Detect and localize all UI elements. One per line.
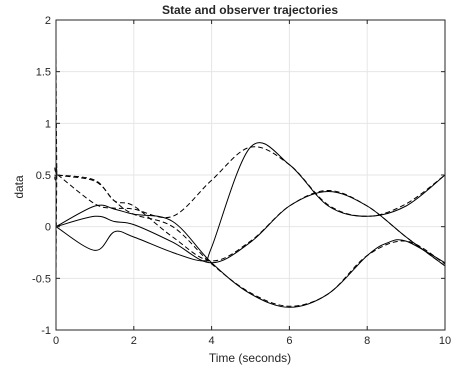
series-line-1 <box>55 204 446 308</box>
x-tick-label: 8 <box>364 335 370 347</box>
x-tick-label: 4 <box>209 335 215 347</box>
x-tick-label: 0 <box>53 335 59 347</box>
y-tick-label: 2 <box>45 15 51 27</box>
y-tick-label: 0 <box>45 222 51 234</box>
y-tick-label: -1 <box>41 325 51 337</box>
y-tick-label: 1.5 <box>36 67 51 79</box>
x-tick-label: 10 <box>439 335 451 347</box>
y-tick-label: 1 <box>45 118 51 130</box>
y-tick-label: -0.5 <box>32 273 51 285</box>
series-line-3 <box>55 142 446 262</box>
chart-title: State and observer trajectories <box>162 3 338 17</box>
axis-ticks: 0 2 4 6 8 10 -1 -0.5 0 0.5 1 1.5 2 <box>32 15 451 347</box>
series-line-2 <box>55 190 446 267</box>
x-axis-label: Time (seconds) <box>209 351 291 365</box>
x-tick-label: 6 <box>286 335 292 347</box>
y-axis-label: data <box>12 175 26 199</box>
y-tick-label: 0.5 <box>36 170 51 182</box>
x-tick-label: 2 <box>131 335 137 347</box>
